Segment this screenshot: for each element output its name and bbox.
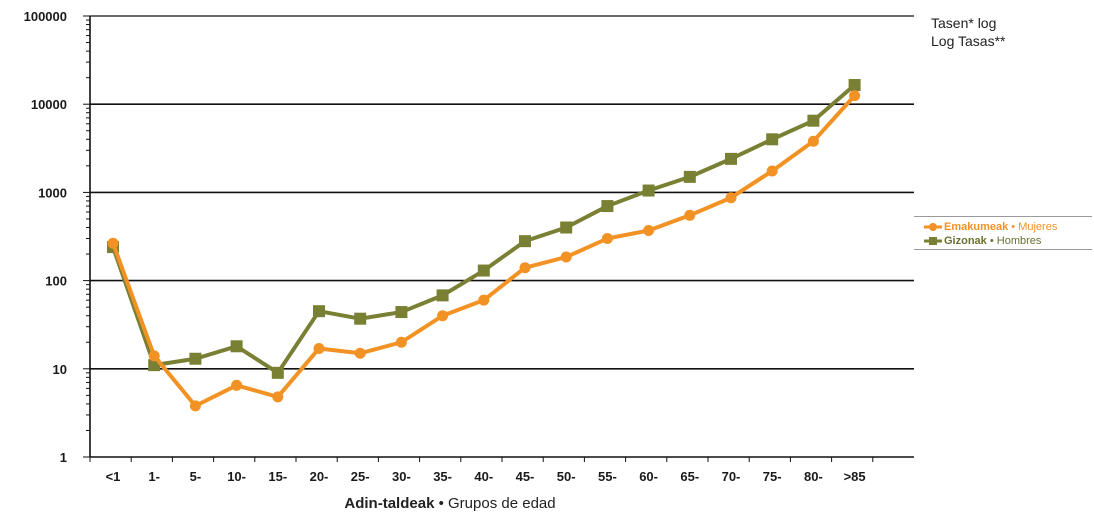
x-tick-label: 70-	[722, 469, 741, 484]
data-point	[477, 264, 490, 277]
axes	[83, 15, 914, 462]
legend-label-emakumeak-bold: Emakumeak	[944, 221, 1009, 233]
x-tick-label: 75-	[763, 469, 782, 484]
data-point	[684, 209, 696, 221]
series-line	[111, 94, 857, 408]
data-point	[437, 310, 449, 322]
x-tick-label: 45-	[516, 469, 535, 484]
data-point	[271, 366, 284, 379]
data-point	[272, 391, 284, 403]
x-tick-label: 80-	[804, 469, 823, 484]
data-point	[395, 306, 408, 319]
data-point	[807, 135, 819, 147]
x-axis-label: Adin-taldeak • Grupos de edad	[240, 495, 660, 512]
x-tick-label: 20-	[310, 469, 329, 484]
series-emakumeak	[107, 90, 861, 412]
y-tick-label: 100	[45, 274, 67, 289]
y-axis-label: Tasen* log Log Tasas**	[931, 14, 1005, 50]
series-line	[111, 83, 856, 375]
x-tick-label: 25-	[351, 469, 370, 484]
legend-marker-square-icon	[924, 237, 942, 245]
x-tick-label: 5-	[190, 469, 202, 484]
legend: Emakumeak • Mujeres Gizonak • Hombres	[914, 216, 1092, 250]
y-tick-label: 1	[60, 450, 67, 465]
data-point	[849, 90, 861, 102]
data-point	[725, 152, 737, 165]
data-point	[148, 350, 160, 362]
x-tick-label: 1-	[148, 469, 160, 484]
y-tick-label: 1000	[38, 185, 67, 200]
x-tick-label: >85	[844, 469, 866, 484]
y-axis-label-line-1: Tasen* log	[931, 15, 997, 31]
data-point	[436, 289, 449, 302]
data-point	[519, 262, 531, 274]
data-point	[478, 294, 490, 306]
x-axis-label-bold: Adin-taldeak	[344, 495, 435, 512]
data-point	[807, 114, 820, 127]
x-tick-label: 55-	[598, 469, 617, 484]
y-tick-label: 100000	[24, 9, 67, 24]
data-point	[642, 184, 655, 197]
data-point	[189, 400, 201, 412]
data-point	[313, 342, 325, 354]
x-axis-label-rest: Grupos de edad	[448, 495, 556, 512]
data-point	[848, 79, 861, 92]
data-point	[643, 224, 655, 236]
data-point	[766, 165, 778, 177]
y-tick-label: 10	[53, 362, 67, 377]
x-tick-labels: <1 1- 5- 10- 15- 20- 25- 30- 35- 40- 45- 50- 55- 60- 6…	[106, 469, 866, 484]
series-layer	[107, 79, 861, 412]
data-point	[683, 170, 696, 183]
legend-label-gizonak-rest: Hombres	[996, 235, 1042, 247]
data-point	[519, 235, 531, 248]
data-point	[560, 221, 573, 234]
data-point	[313, 305, 325, 318]
gridlines	[90, 15, 914, 370]
x-tick-label: 30-	[392, 469, 411, 484]
x-tick-label: 50-	[557, 469, 576, 484]
data-point	[766, 133, 779, 146]
data-point	[725, 192, 737, 204]
x-tick-label: 40-	[474, 469, 493, 484]
x-tick-label: 10-	[227, 469, 246, 484]
data-point	[354, 347, 366, 359]
x-tick-label: 60-	[639, 469, 658, 484]
y-tick-labels: 1 10 100 1000 10000 100000	[24, 9, 67, 465]
legend-label-emakumeak-sep: •	[1011, 221, 1016, 233]
x-tick-label: 35-	[433, 469, 452, 484]
series-gizonak	[107, 79, 861, 379]
data-point	[107, 237, 119, 249]
legend-marker-circle-icon	[924, 223, 942, 231]
x-tick-label: 65-	[680, 469, 699, 484]
data-point	[395, 336, 407, 348]
data-point	[230, 340, 243, 353]
line-chart: 1 10 100 1000 10000 100000 <1 1- 5- 10- 15- 20- 25-…	[24, 9, 914, 484]
legend-label-emakumeak-rest: Mujeres	[1018, 221, 1058, 233]
data-point	[231, 379, 243, 391]
x-tick-label: 15-	[268, 469, 287, 484]
y-tick-label: 10000	[31, 97, 67, 112]
data-point	[354, 312, 367, 325]
legend-label-gizonak-bold: Gizonak	[944, 235, 987, 247]
data-point	[189, 352, 202, 365]
x-tick-label: <1	[106, 469, 121, 484]
legend-label-gizonak-sep: •	[989, 235, 994, 247]
x-axis-label-separator: •	[438, 495, 444, 512]
y-axis-label-line-2: Log Tasas**	[931, 33, 1006, 49]
data-point	[560, 251, 572, 263]
data-point	[601, 200, 614, 213]
data-point	[601, 233, 613, 245]
